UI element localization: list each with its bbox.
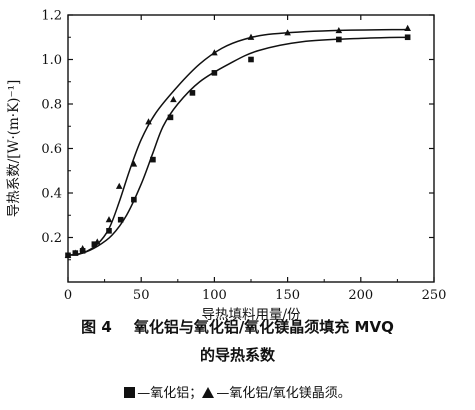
x-tick-label: 150 bbox=[275, 288, 300, 303]
y-tick-label: 0.8 bbox=[41, 98, 62, 113]
data-point-square bbox=[189, 90, 196, 96]
data-point-triangle bbox=[93, 238, 101, 245]
data-point-triangle bbox=[72, 249, 79, 256]
series-alumina-mgo-whisker bbox=[64, 24, 411, 258]
data-point-square bbox=[404, 34, 411, 41]
figure-caption-line1: 图 4 氧化铝与氧化铝/氧化镁晶须填充 MVQ bbox=[0, 316, 475, 337]
data-point-triangle bbox=[284, 29, 291, 36]
square-marker-icon bbox=[124, 387, 136, 398]
y-tick-label: 0.2 bbox=[41, 231, 62, 246]
data-point-triangle bbox=[105, 216, 113, 223]
data-point-triangle bbox=[79, 245, 86, 252]
x-axis-label: 导热填料用量/份 bbox=[201, 307, 301, 323]
legend: —氧化铝； —氧化铝/氧化镁晶须。 bbox=[0, 382, 475, 401]
data-point-triangle bbox=[170, 95, 177, 103]
legend-triangle-label: —氧化铝/氧化镁晶须。 bbox=[216, 386, 351, 401]
legend-square-label: —氧化铝； bbox=[137, 386, 203, 401]
figure-caption-line2: 的导热系数 bbox=[0, 344, 475, 365]
series-line bbox=[67, 36, 408, 257]
data-point-square bbox=[150, 156, 156, 163]
y-tick-label: 0.4 bbox=[41, 187, 62, 202]
series-alumina bbox=[65, 34, 411, 259]
data-point-triangle bbox=[335, 26, 343, 34]
data-point-square bbox=[106, 228, 112, 234]
data-point-triangle bbox=[247, 33, 255, 40]
y-axis-label: 导热系数/[W·(m·K)⁻¹] bbox=[6, 80, 22, 218]
x-tick-label: 250 bbox=[422, 288, 447, 303]
data-point-square bbox=[336, 36, 342, 43]
figure-number: 图 4 bbox=[81, 318, 112, 336]
plot-frame bbox=[67, 14, 435, 283]
data-point-triangle bbox=[145, 118, 152, 125]
data-point-triangle bbox=[404, 24, 411, 31]
data-point-square bbox=[211, 70, 218, 76]
data-point-triangle bbox=[130, 160, 138, 167]
x-tick-label: 100 bbox=[202, 288, 227, 303]
data-point-square bbox=[167, 114, 174, 121]
triangle-marker-icon bbox=[202, 387, 215, 398]
y-tick-label: 1.0 bbox=[41, 53, 62, 68]
x-tick-label: 50 bbox=[133, 288, 150, 303]
data-point-square bbox=[117, 216, 124, 223]
data-point-triangle bbox=[115, 182, 123, 189]
y-tick-label: 1.2 bbox=[41, 9, 62, 24]
y-tick-label: 0.6 bbox=[41, 142, 62, 157]
series-line bbox=[67, 28, 408, 257]
axes: 0 50 100 150 200 250 0.2 0.4 0.6 0.8 1.0 1.2 导热填料用量/… bbox=[6, 9, 446, 324]
figure-title-line2: 的导热系数 bbox=[199, 346, 275, 364]
figure-title-line1: 氧化铝与氧化铝/氧化镁晶须填充 MVQ bbox=[133, 318, 394, 336]
data-point-square bbox=[248, 56, 254, 63]
data-point-triangle bbox=[211, 49, 218, 56]
x-tick-label: 200 bbox=[348, 288, 373, 303]
data-point-square bbox=[131, 196, 137, 203]
x-tick-label: 0 bbox=[64, 288, 72, 303]
plot-area bbox=[64, 24, 411, 259]
